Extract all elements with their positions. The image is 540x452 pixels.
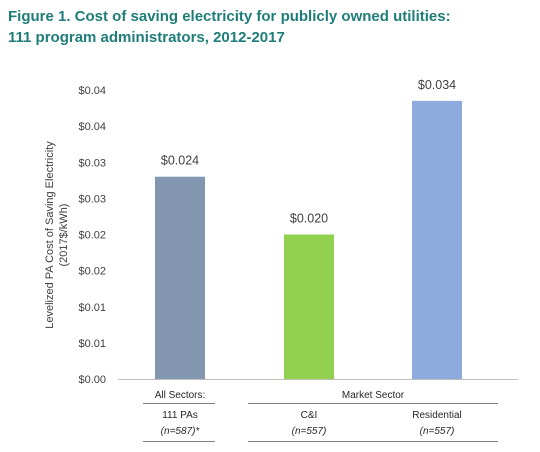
- y-tick-label: $0.04: [78, 85, 106, 97]
- bar: [284, 234, 334, 379]
- chart-title-line-2: 111 program administrators, 2012-2017: [8, 29, 285, 46]
- y-tick-label: $0.02: [78, 266, 106, 278]
- y-tick-label: $0.03: [78, 193, 106, 205]
- bar: [412, 100, 462, 380]
- x-tick-label: 111 PAs: [162, 410, 198, 421]
- x-tick-label: Residential: [412, 410, 461, 421]
- data-label: $0.034: [418, 78, 456, 92]
- y-axis-label: Levelized PA Cost of Saving Electricity: [44, 141, 56, 329]
- group-label: All Sectors:: [155, 390, 206, 401]
- bar: [155, 176, 205, 379]
- x-tick-sample-size: (n=557): [292, 426, 327, 437]
- y-tick-label: $0.04: [78, 121, 106, 133]
- y-tick-label: $0.03: [78, 157, 106, 169]
- x-tick-sample-size: (n=557): [420, 426, 455, 437]
- y-tick-label: $0.01: [78, 302, 106, 314]
- data-label: $0.024: [161, 154, 199, 168]
- x-tick-sample-size: (n=587)*: [161, 426, 201, 437]
- y-tick-label: $0.02: [78, 230, 106, 242]
- data-label: $0.020: [290, 212, 328, 226]
- y-tick-label: $0.00: [78, 374, 106, 386]
- chart-title: Figure 1. Cost of saving electricity for…: [8, 6, 528, 48]
- chart-title-line-1: Figure 1. Cost of saving electricity for…: [8, 8, 451, 25]
- y-axis-label-units: (2017$/kWh): [58, 204, 70, 267]
- x-tick-label: C&I: [301, 410, 318, 421]
- group-label: Market Sector: [342, 390, 405, 401]
- y-tick-label: $0.01: [78, 338, 106, 350]
